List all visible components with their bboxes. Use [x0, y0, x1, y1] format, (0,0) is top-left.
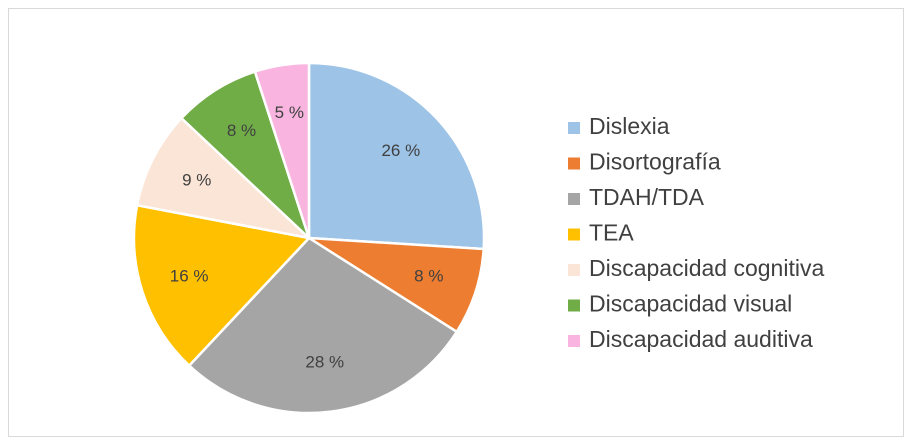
legend-label: TEA — [589, 220, 634, 246]
legend-swatch — [568, 299, 580, 312]
legend-label: Discapacidad auditiva — [589, 326, 813, 352]
legend-label: Disortografía — [589, 149, 721, 175]
legend-label: TDAH/TDA — [589, 184, 705, 210]
data-label: 8 % — [227, 121, 256, 140]
legend-label: Discapacidad visual — [589, 291, 792, 317]
pie-slice — [132, 203, 312, 368]
data-label: 16 % — [170, 266, 209, 285]
legend-swatch — [568, 122, 580, 134]
data-label: 9 % — [182, 170, 211, 189]
legend-swatch — [568, 228, 580, 241]
data-label: 28 % — [305, 352, 344, 371]
data-label: 26 % — [381, 141, 420, 160]
pie-slice — [253, 61, 311, 239]
legend-swatch — [568, 193, 580, 205]
data-label: 8 % — [414, 266, 443, 285]
legend-label: Dislexia — [589, 113, 670, 139]
pie-slice — [135, 116, 313, 241]
legend-swatch — [568, 264, 580, 276]
data-label: 5 % — [275, 103, 304, 122]
pie-slice — [187, 236, 459, 415]
legend-swatch — [568, 157, 580, 170]
legend-swatch — [568, 335, 580, 347]
pie-slice — [307, 61, 486, 251]
legend-label: Discapacidad cognitiva — [589, 255, 824, 281]
